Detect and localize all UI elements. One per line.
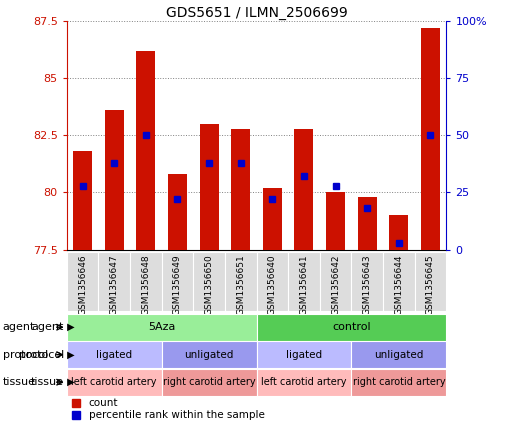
- Text: ▶: ▶: [64, 322, 75, 332]
- Bar: [256, 314, 446, 341]
- Text: left carotid artery: left carotid artery: [261, 377, 347, 387]
- Bar: [67, 369, 162, 396]
- Text: agent: agent: [3, 322, 35, 332]
- Text: protocol: protocol: [19, 350, 64, 360]
- Bar: [67, 314, 256, 341]
- Bar: [383, 252, 415, 311]
- Bar: [351, 252, 383, 311]
- Text: right carotid artery: right carotid artery: [352, 377, 445, 387]
- Text: tissue: tissue: [31, 377, 64, 387]
- Text: unligated: unligated: [374, 350, 424, 360]
- Text: control: control: [332, 322, 371, 332]
- Bar: [67, 341, 162, 368]
- Text: unligated: unligated: [184, 350, 234, 360]
- Bar: [231, 129, 250, 250]
- Bar: [67, 252, 98, 311]
- Text: GSM1356640: GSM1356640: [268, 255, 277, 315]
- Bar: [263, 188, 282, 250]
- Text: GSM1356647: GSM1356647: [110, 255, 119, 315]
- Bar: [415, 252, 446, 311]
- Title: GDS5651 / ILMN_2506699: GDS5651 / ILMN_2506699: [166, 6, 347, 20]
- Bar: [256, 369, 351, 396]
- Bar: [320, 252, 351, 311]
- Text: GSM1356641: GSM1356641: [300, 255, 308, 315]
- Bar: [193, 252, 225, 311]
- Text: right carotid artery: right carotid artery: [163, 377, 255, 387]
- Bar: [288, 252, 320, 311]
- Bar: [168, 174, 187, 250]
- Text: GSM1356651: GSM1356651: [236, 255, 245, 316]
- Bar: [256, 341, 351, 368]
- Text: GSM1356648: GSM1356648: [141, 255, 150, 315]
- Bar: [162, 369, 256, 396]
- Bar: [105, 110, 124, 250]
- Bar: [98, 252, 130, 311]
- Bar: [326, 192, 345, 250]
- Bar: [200, 124, 219, 250]
- Bar: [389, 215, 408, 250]
- Text: GSM1356644: GSM1356644: [394, 255, 403, 315]
- Text: GSM1356650: GSM1356650: [205, 255, 213, 316]
- Legend: count, percentile rank within the sample: count, percentile rank within the sample: [72, 398, 264, 420]
- Text: left carotid artery: left carotid artery: [71, 377, 157, 387]
- Bar: [162, 252, 193, 311]
- Text: protocol: protocol: [3, 350, 48, 360]
- Bar: [225, 252, 256, 311]
- Text: ▶: ▶: [64, 377, 75, 387]
- Bar: [351, 341, 446, 368]
- Text: GSM1356646: GSM1356646: [78, 255, 87, 315]
- Bar: [73, 151, 92, 250]
- Text: GSM1356643: GSM1356643: [363, 255, 372, 315]
- Text: ligated: ligated: [96, 350, 132, 360]
- Bar: [162, 341, 256, 368]
- Bar: [136, 51, 155, 250]
- Bar: [294, 129, 313, 250]
- Text: 5Aza: 5Aza: [148, 322, 175, 332]
- Text: GSM1356645: GSM1356645: [426, 255, 435, 315]
- Bar: [421, 28, 440, 250]
- Bar: [358, 197, 377, 250]
- Bar: [130, 252, 162, 311]
- Bar: [351, 369, 446, 396]
- Text: ▶: ▶: [64, 350, 75, 360]
- Text: tissue: tissue: [3, 377, 35, 387]
- Bar: [256, 252, 288, 311]
- Text: GSM1356642: GSM1356642: [331, 255, 340, 315]
- Text: agent: agent: [32, 322, 64, 332]
- Text: ligated: ligated: [286, 350, 322, 360]
- Text: GSM1356649: GSM1356649: [173, 255, 182, 315]
